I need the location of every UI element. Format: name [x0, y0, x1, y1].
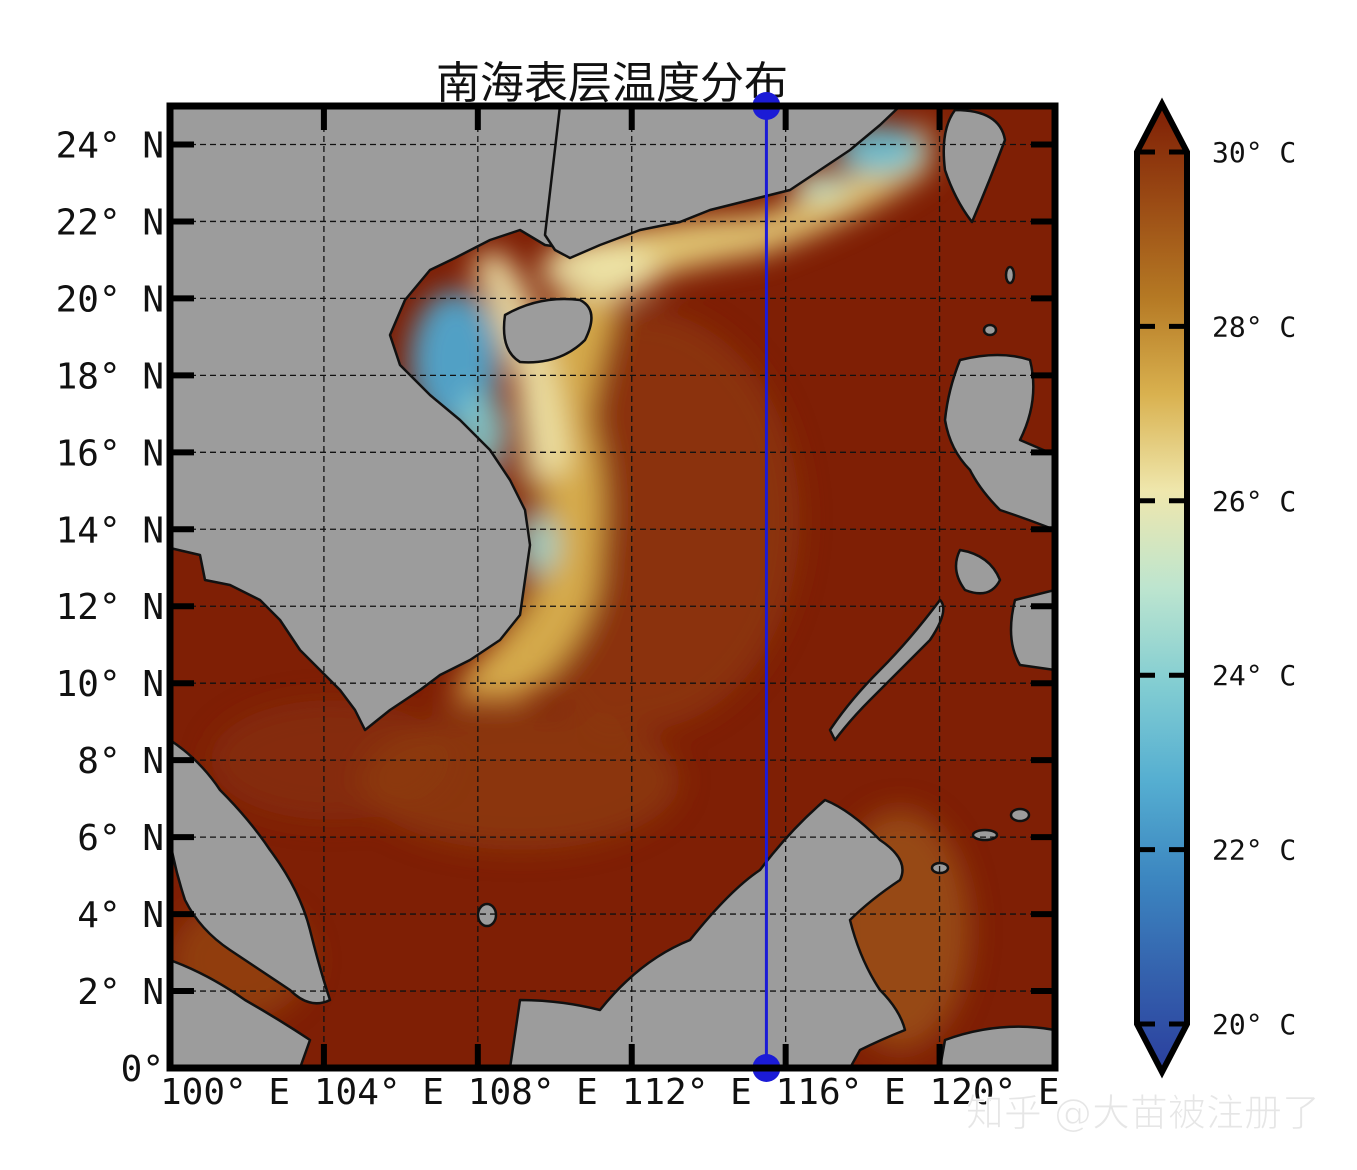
lat-tick-label: 20° N: [56, 279, 164, 320]
lat-tick-label: 22° N: [56, 202, 164, 243]
colorbar-body: [1134, 97, 1190, 1079]
land-natuna-island: [476, 902, 498, 928]
latitude-axis: 0° 2° N 4° N 6° N 8° N 10° N 12° N 14° N 16° N 18…: [56, 125, 1055, 1090]
map-area: [170, 106, 1055, 1068]
lon-tick-label: 120° E: [930, 1072, 1060, 1113]
land-visayas: [954, 548, 1002, 595]
lat-tick-label: 10° N: [56, 664, 164, 705]
lat-tick-label: 16° N: [56, 433, 164, 474]
lon-tick-label: 100° E: [160, 1072, 290, 1113]
longitude-axis: 100° E 104° E 108° E 112° E 116° E 120° E: [160, 106, 1060, 1113]
land-small-island: [1004, 265, 1016, 285]
lat-tick-label: 18° N: [56, 356, 164, 397]
lat-tick-label: 4° N: [77, 895, 164, 936]
map-title: 南海表层温度分布: [436, 58, 788, 109]
lat-tick-label: 24° N: [56, 125, 164, 166]
colorbar-tick-label: 24° C: [1212, 659, 1296, 692]
land-malay-peninsula: [170, 738, 332, 1005]
lat-tick-label: 12° N: [56, 587, 164, 628]
lon-tick-label: 104° E: [314, 1072, 444, 1113]
colorbar-tick-label: 26° C: [1212, 485, 1296, 518]
lon-tick-label: 116° E: [776, 1072, 906, 1113]
land-palawan: [828, 598, 945, 742]
land-indochina: [170, 106, 582, 732]
colorbar-tick-label: 28° C: [1212, 310, 1296, 343]
colorbar-tick-label: 30° C: [1212, 136, 1296, 169]
lat-tick-label: 6° N: [77, 818, 164, 859]
colorbar-tick-label: 20° C: [1212, 1008, 1296, 1041]
land-borneo: [508, 798, 907, 1068]
land-mindanao-edge: [1009, 588, 1055, 672]
transect: [752, 92, 781, 1082]
lon-tick-label: 108° E: [468, 1072, 598, 1113]
land-small-island: [971, 828, 999, 842]
lat-tick-label: 8° N: [77, 741, 164, 782]
colorbar: 20° C 22° C 24° C 26° C 28° C 30° C: [1134, 97, 1296, 1079]
lat-tick-label: 0°: [121, 1049, 164, 1090]
land-sumatra: [170, 958, 312, 1068]
watermark: 知乎 @大苗被注册了: [966, 1091, 1320, 1135]
colorbar-ticks: 20° C 22° C 24° C 26° C 28° C 30° C: [1137, 136, 1296, 1041]
land-small-island: [982, 323, 998, 337]
land-small-island: [1009, 807, 1031, 823]
colorbar-tick-label: 22° C: [1212, 834, 1296, 867]
map-grid: [170, 106, 1055, 1068]
sst-field: [170, 120, 970, 1050]
land-luzon: [943, 353, 1055, 532]
map-frame: [166, 102, 1059, 1072]
lat-tick-label: 2° N: [77, 972, 164, 1013]
land-hainan: [502, 297, 593, 364]
lat-tick-label: 14° N: [56, 510, 164, 551]
lon-tick-label: 112° E: [622, 1072, 752, 1113]
land-taiwan: [942, 108, 1007, 224]
